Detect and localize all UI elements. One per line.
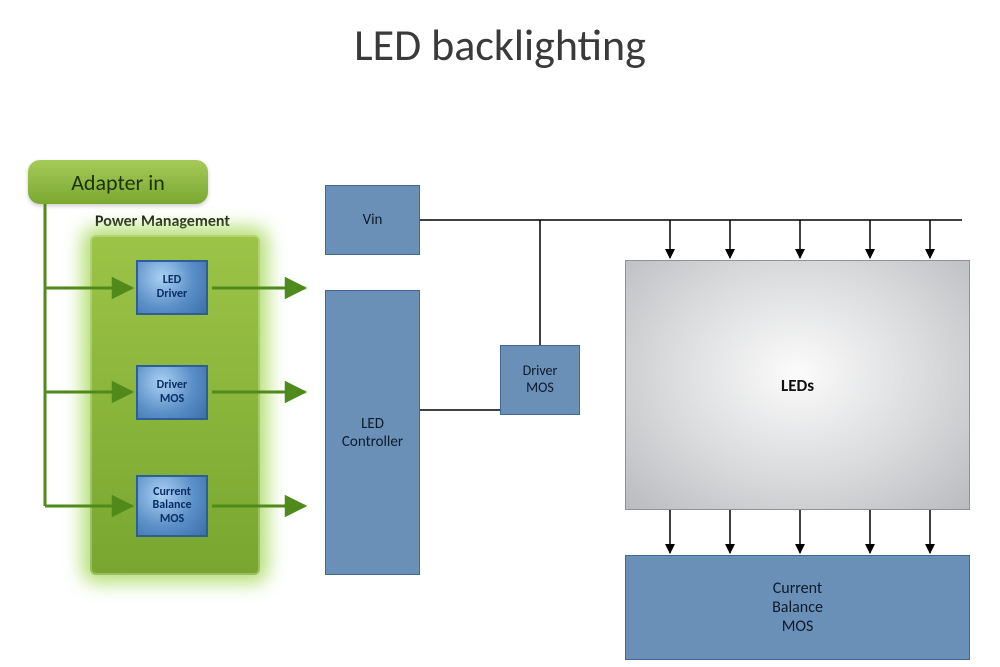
led-controller-box: LEDController (325, 290, 420, 575)
diagram-stage: LED backlighting Adapter in Power Manage… (0, 0, 1000, 667)
node-label: DriverMOS (157, 379, 188, 405)
led-driver-node: LEDDriver (136, 260, 208, 315)
box-label: Vin (363, 211, 383, 229)
page-title: LED backlighting (0, 18, 1000, 72)
leds-label: LEDs (781, 375, 814, 396)
adapter-in-pill: Adapter in (28, 160, 208, 204)
leds-panel: LEDs (625, 260, 970, 510)
box-label: LEDController (342, 415, 403, 451)
current-balance-mos-box: CurrentBalanceMOS (625, 555, 970, 660)
box-label: CurrentBalanceMOS (772, 579, 823, 637)
box-label: DriverMOS (523, 363, 558, 397)
power-management-label: Power Management (95, 212, 230, 231)
node-label: LEDDriver (157, 274, 188, 300)
current-balance-node: CurrentBalanceMOS (136, 475, 208, 537)
vin-box: Vin (325, 185, 420, 255)
driver-mos-box: DriverMOS (500, 345, 580, 415)
node-label: CurrentBalanceMOS (152, 486, 191, 526)
driver-mos-node: DriverMOS (136, 365, 208, 420)
